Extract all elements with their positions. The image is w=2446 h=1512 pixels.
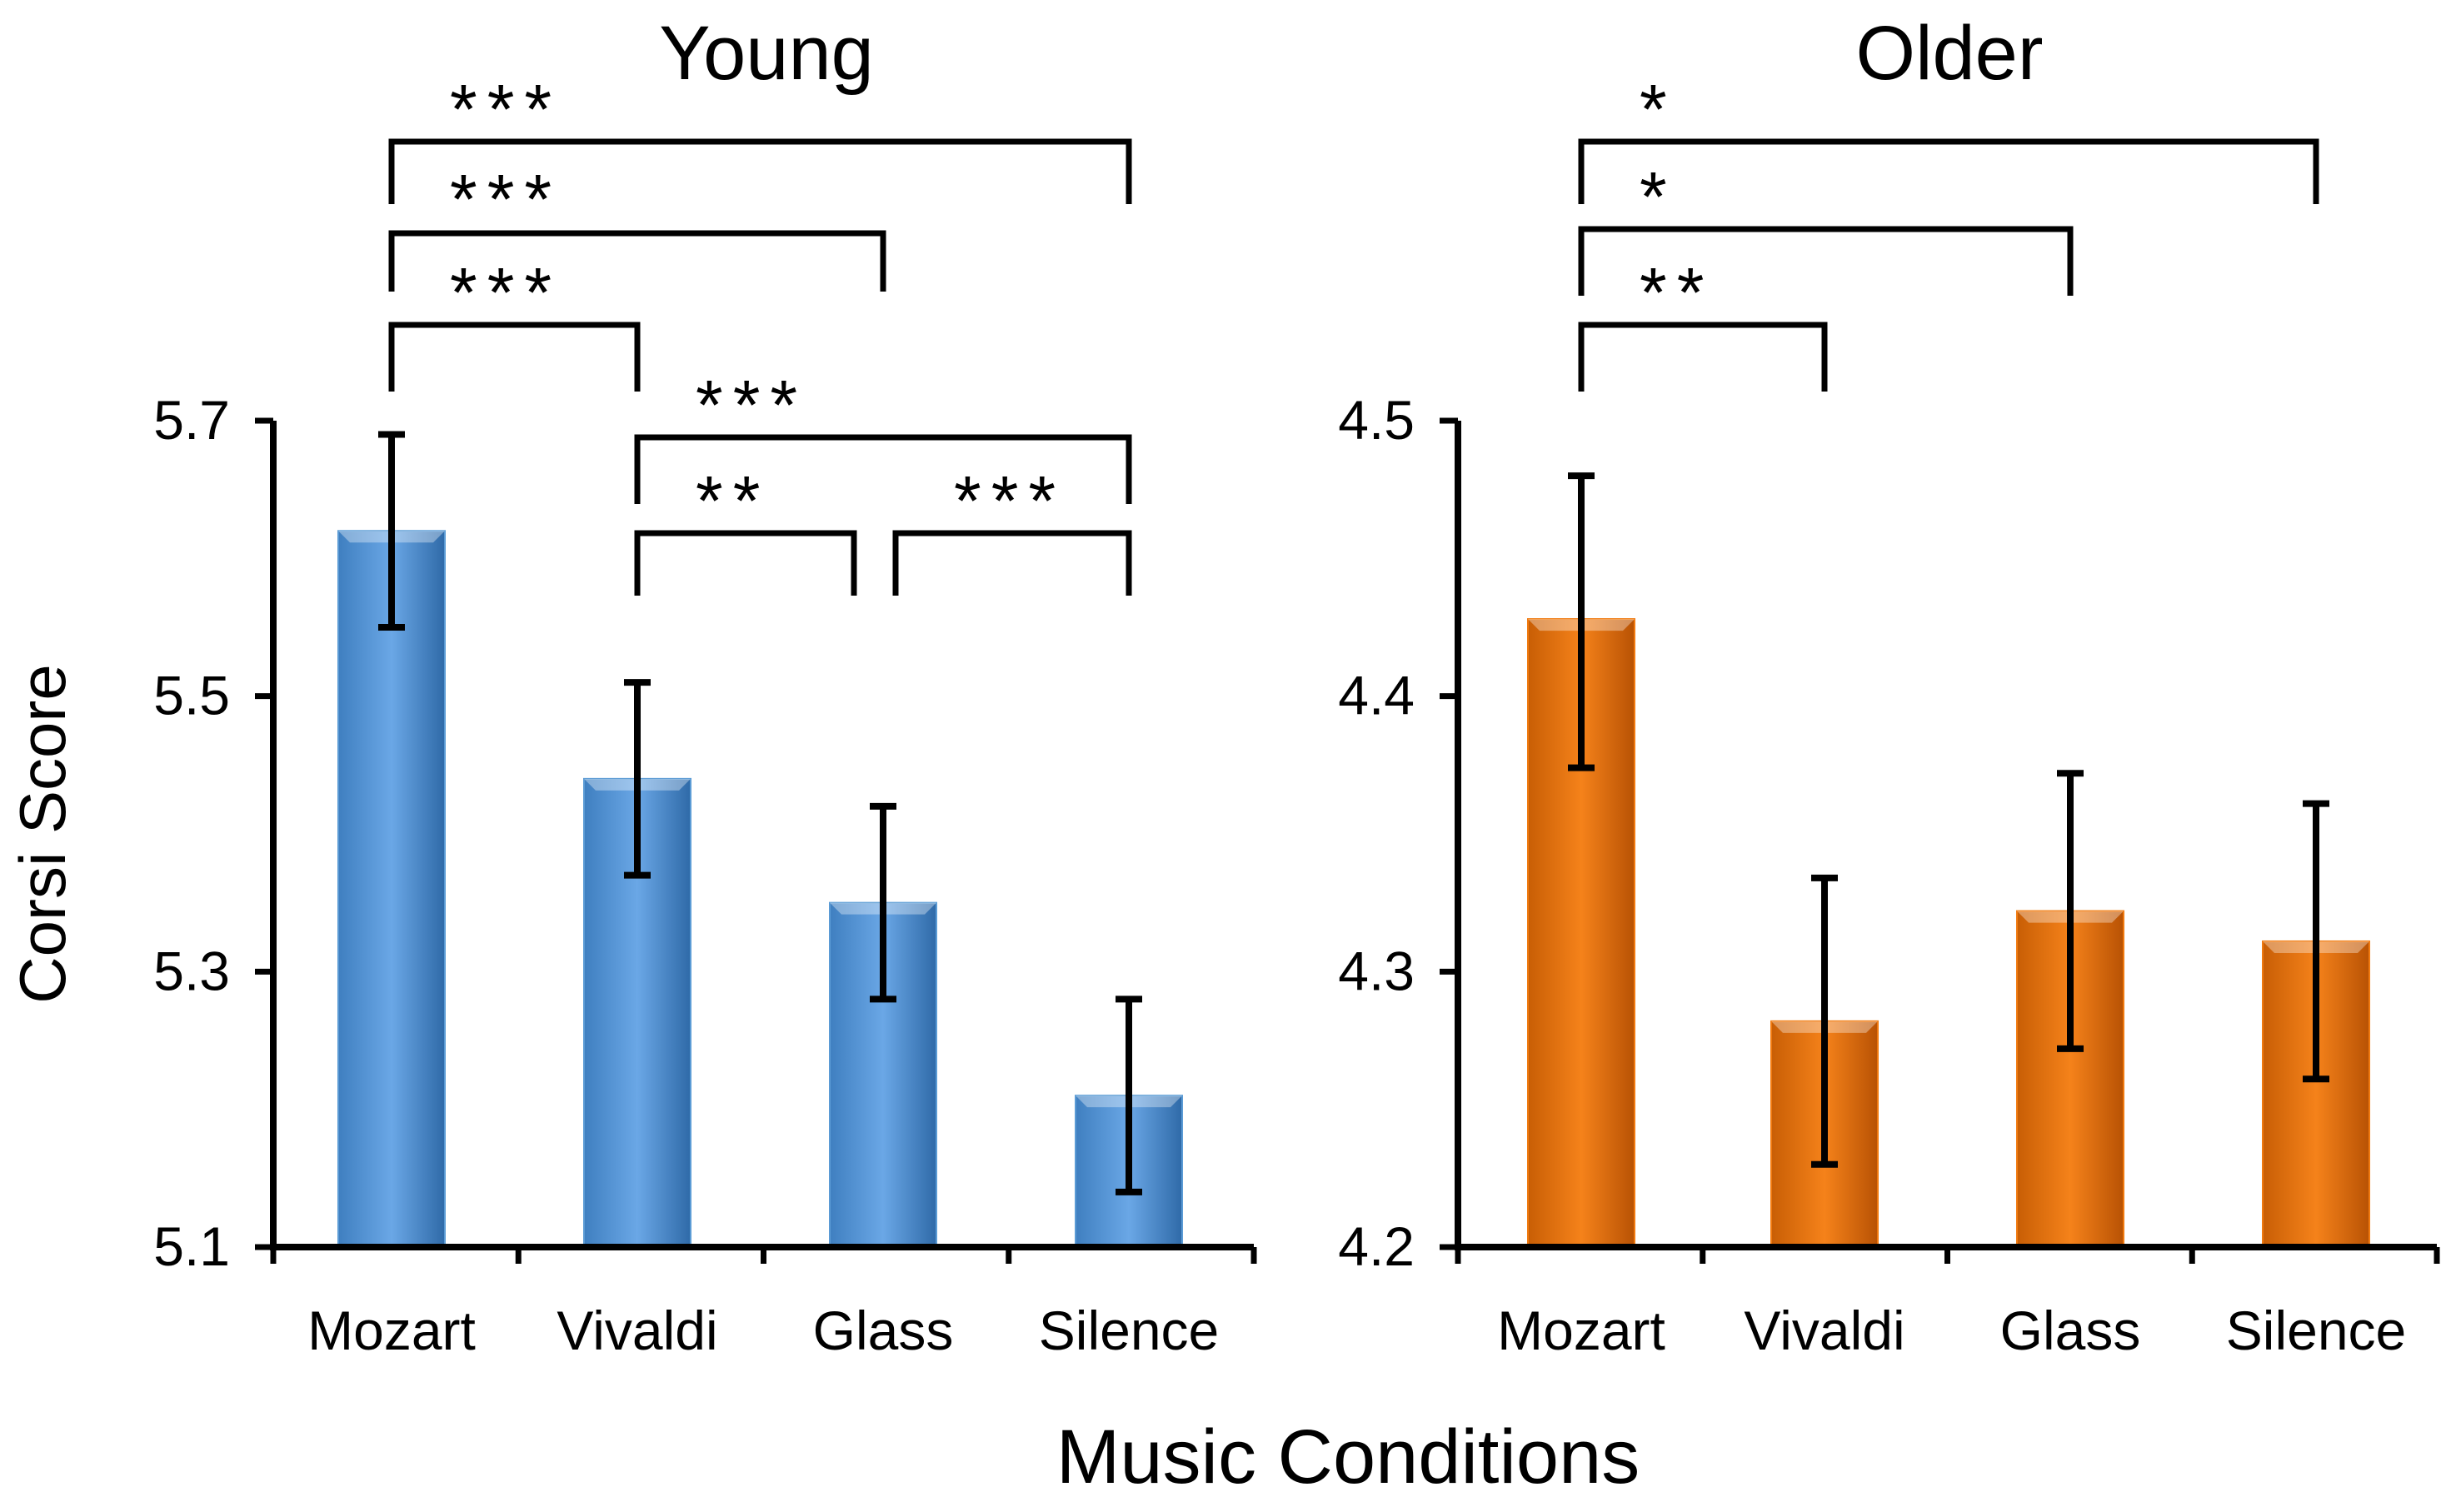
chart-title: Older xyxy=(1856,11,2044,96)
chart-title: Young xyxy=(659,11,874,96)
significance-bracket xyxy=(634,434,1132,504)
significance-bracket xyxy=(388,230,886,292)
x-axis-label: Music Conditions xyxy=(1056,1415,1640,1500)
significance-label: ** xyxy=(696,462,770,540)
y-tick-label: 4.2 xyxy=(1338,1215,1415,1277)
significance-label: *** xyxy=(954,462,1066,540)
x-tick-label: Silence xyxy=(1039,1300,1219,1361)
significance-label: * xyxy=(1640,157,1677,236)
x-tick-label: Mozart xyxy=(1497,1300,1665,1361)
significance-label: * xyxy=(1640,70,1677,148)
significance-bracket xyxy=(892,530,1132,596)
significance-bracket xyxy=(388,138,1132,204)
y-tick-label: 4.4 xyxy=(1338,665,1415,726)
significance-label: *** xyxy=(450,160,562,238)
x-tick-label: Vivaldi xyxy=(557,1300,717,1361)
y-tick-label: 5.5 xyxy=(153,665,230,726)
significance-bracket xyxy=(1578,226,2074,296)
x-tick-label: Mozart xyxy=(307,1300,476,1361)
y-tick-label: 5.3 xyxy=(153,940,230,1001)
y-tick-label: 5.7 xyxy=(153,389,230,451)
significance-label: *** xyxy=(450,253,562,332)
significance-label: ** xyxy=(1640,253,1714,332)
significance-bracket xyxy=(1578,322,1828,392)
x-tick-label: Vivaldi xyxy=(1744,1300,1904,1361)
significance-label: *** xyxy=(696,366,807,444)
significance-bracket xyxy=(634,530,857,596)
y-tick-label: 4.3 xyxy=(1338,940,1415,1001)
chart-panel-older: Older Mozart Vivaldi Glass Silence 4.2 4.3 4.4 4… xyxy=(1338,11,2440,1361)
y-axis-label: Corsi Score xyxy=(6,664,79,1003)
chart-panel-young: Young Corsi Score Mozart Vivaldi Glass Silenc… xyxy=(6,11,1257,1361)
y-tick-label: 4.5 xyxy=(1338,389,1415,451)
y-tick-label: 5.1 xyxy=(153,1215,230,1277)
bar-mozart xyxy=(337,530,446,1248)
significance-label: *** xyxy=(450,70,562,148)
x-tick-label: Silence xyxy=(2226,1300,2406,1361)
x-tick-label: Glass xyxy=(813,1300,954,1361)
significance-bracket xyxy=(388,322,641,392)
x-tick-label: Glass xyxy=(2000,1300,2141,1361)
significance-bracket xyxy=(1578,138,2319,204)
